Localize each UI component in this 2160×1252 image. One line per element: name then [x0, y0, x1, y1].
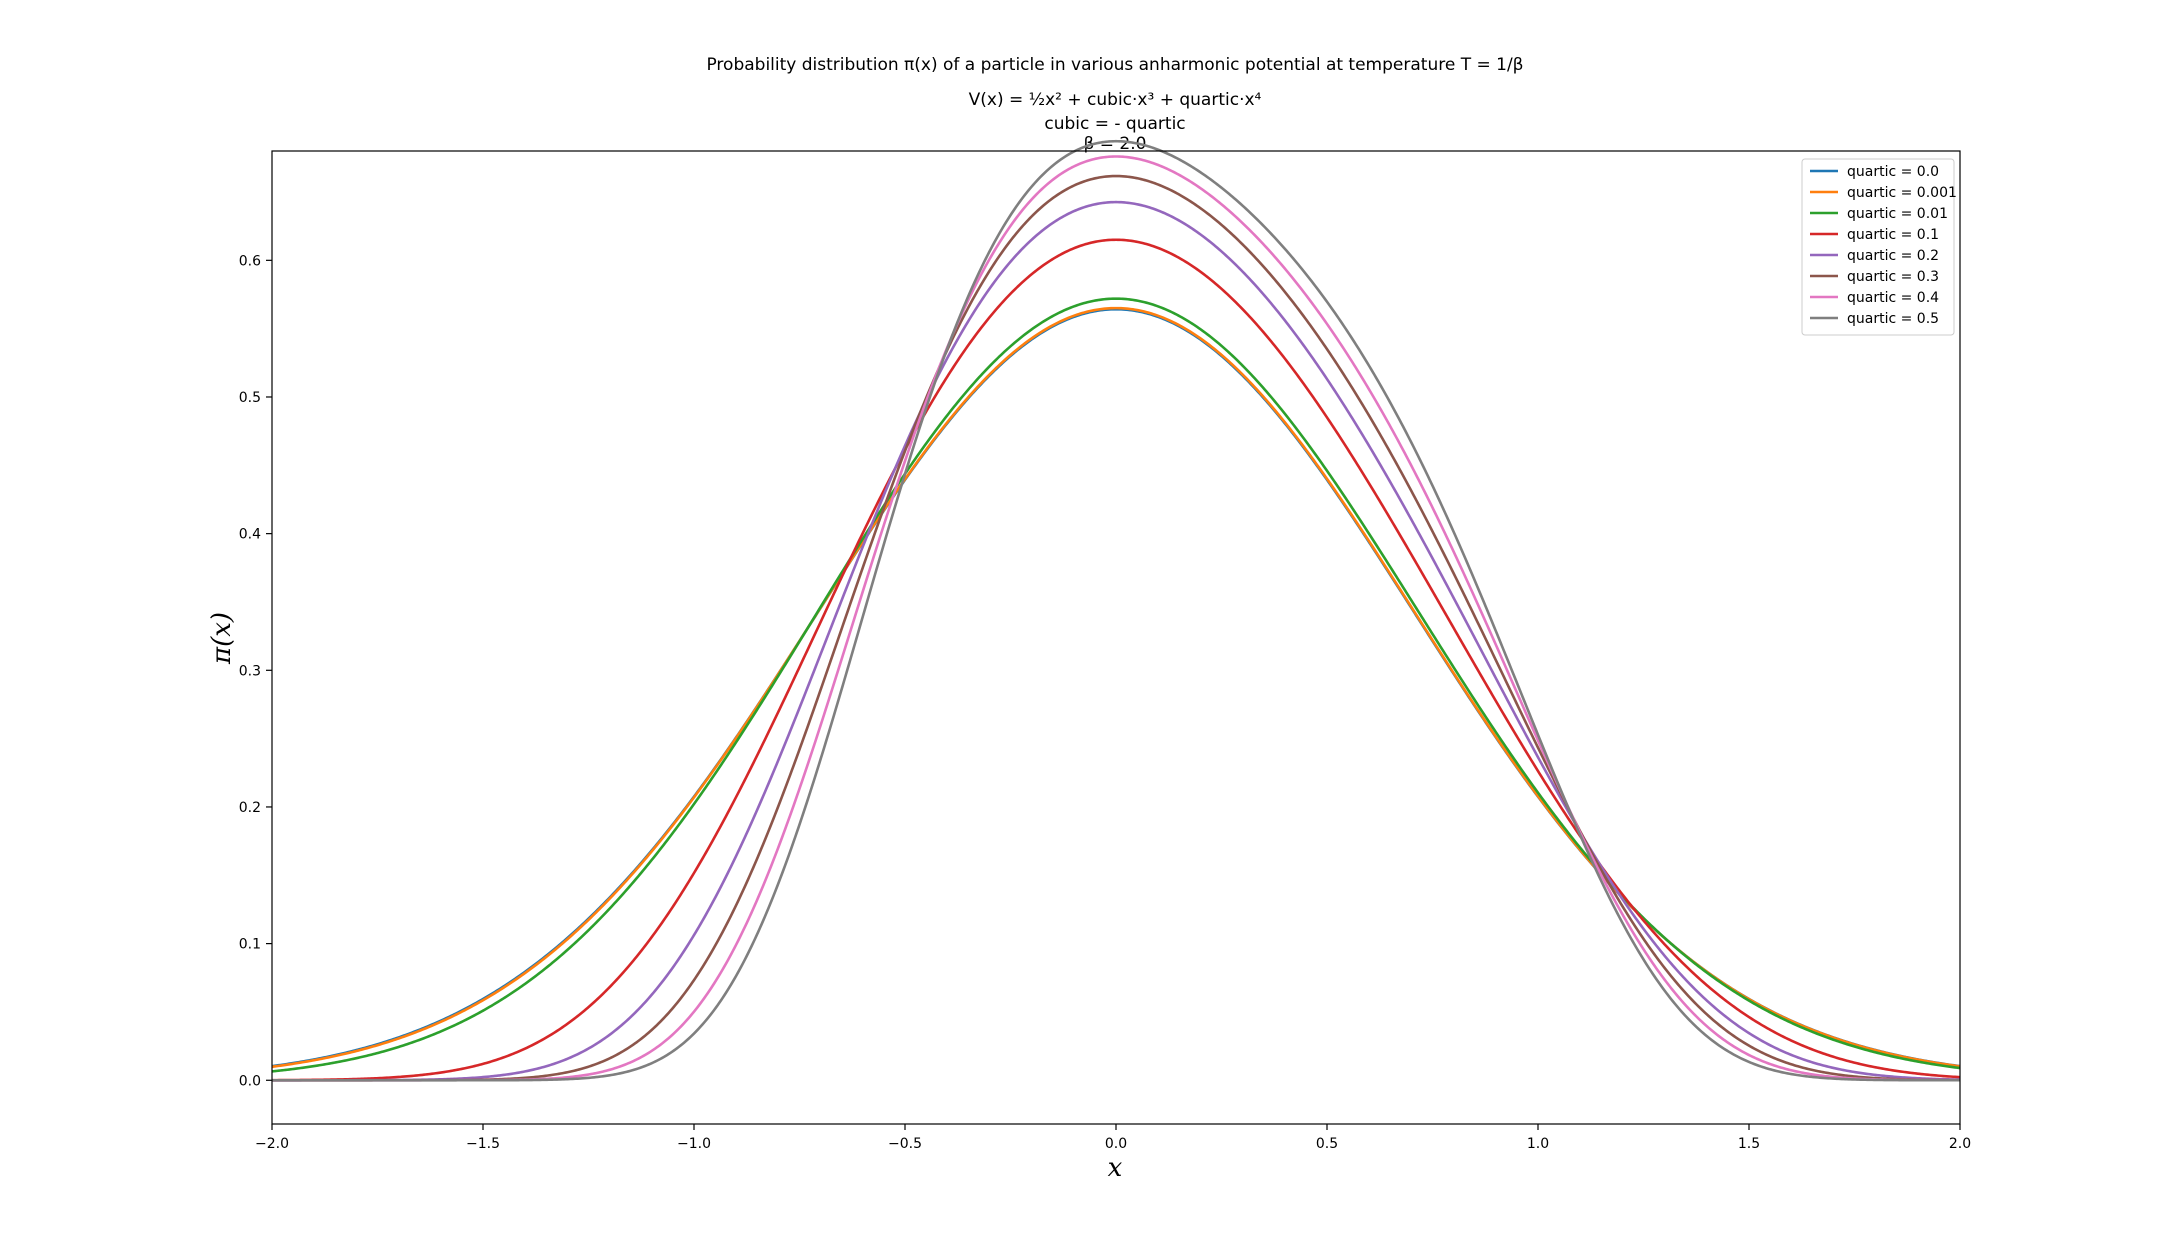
- y-tick-label: 0.0: [239, 1073, 261, 1089]
- x-tick-label: 0.0: [1105, 1136, 1127, 1152]
- x-axis-label: x: [1108, 1153, 1123, 1183]
- plot-frame: [271, 150, 1961, 1125]
- y-tick-label: 0.2: [239, 800, 261, 816]
- x-tick-label: −1.0: [677, 1136, 711, 1152]
- series-line-8: [272, 139, 1960, 1082]
- y-tick-label: 0.6: [239, 253, 261, 269]
- plot-lines: [271, 139, 1961, 1082]
- legend: quartic = 0.0 quartic = 0.001 quartic = 0.…: [1801, 158, 1957, 336]
- series-line-4: [272, 238, 1961, 1082]
- x-tick-label: −1.5: [466, 1136, 500, 1152]
- y-axis: 0.0 0.1 0.2 0.3 0.4 0.5 0.6: [239, 253, 272, 1089]
- x-tick-label: −0.5: [888, 1136, 922, 1152]
- legend-label: quartic = 0.0: [1847, 164, 1939, 180]
- x-tick-label: 1.0: [1527, 1136, 1549, 1152]
- y-tick-label: 0.1: [239, 937, 261, 953]
- title-line-1: Probability distribution π(x) of a parti…: [706, 55, 1523, 75]
- chart-title: Probability distribution π(x) of a parti…: [706, 55, 1523, 154]
- x-tick-label: −2.0: [255, 1136, 289, 1152]
- y-tick-label: 0.3: [239, 663, 261, 679]
- x-tick-label: 2.0: [1949, 1136, 1971, 1152]
- y-tick-label: 0.5: [239, 390, 261, 406]
- x-axis: −2.0 −1.5 −1.0 −0.5 0.0 0.5 1.0 1.5 2.0: [255, 1124, 1971, 1152]
- x-tick-label: 0.5: [1316, 1136, 1338, 1152]
- series-line-7: [272, 155, 1960, 1082]
- series-line-5: [272, 200, 1961, 1082]
- y-axis-label: π(x): [207, 612, 237, 665]
- legend-label: quartic = 0.01: [1847, 206, 1948, 222]
- legend-box: [1801, 158, 1955, 336]
- series-line-3: [271, 297, 1961, 1073]
- legend-label: quartic = 0.2: [1847, 248, 1939, 264]
- legend-label: quartic = 0.4: [1847, 290, 1939, 306]
- legend-label: quartic = 0.1: [1847, 227, 1939, 243]
- series-line-6: [272, 174, 1961, 1082]
- title-line-3: cubic = - quartic: [1044, 114, 1185, 134]
- series-line-1: [271, 307, 1961, 1068]
- title-line-2: V(x) = ½x² + cubic·x³ + quartic·x⁴: [969, 90, 1262, 110]
- y-tick-label: 0.4: [239, 527, 261, 543]
- legend-label: quartic = 0.3: [1847, 269, 1939, 285]
- legend-label: quartic = 0.5: [1847, 311, 1939, 327]
- series-line-2: [271, 306, 1961, 1069]
- legend-label: quartic = 0.001: [1847, 185, 1957, 201]
- title-line-4: β = 2.0: [1084, 134, 1147, 154]
- x-tick-label: 1.5: [1738, 1136, 1760, 1152]
